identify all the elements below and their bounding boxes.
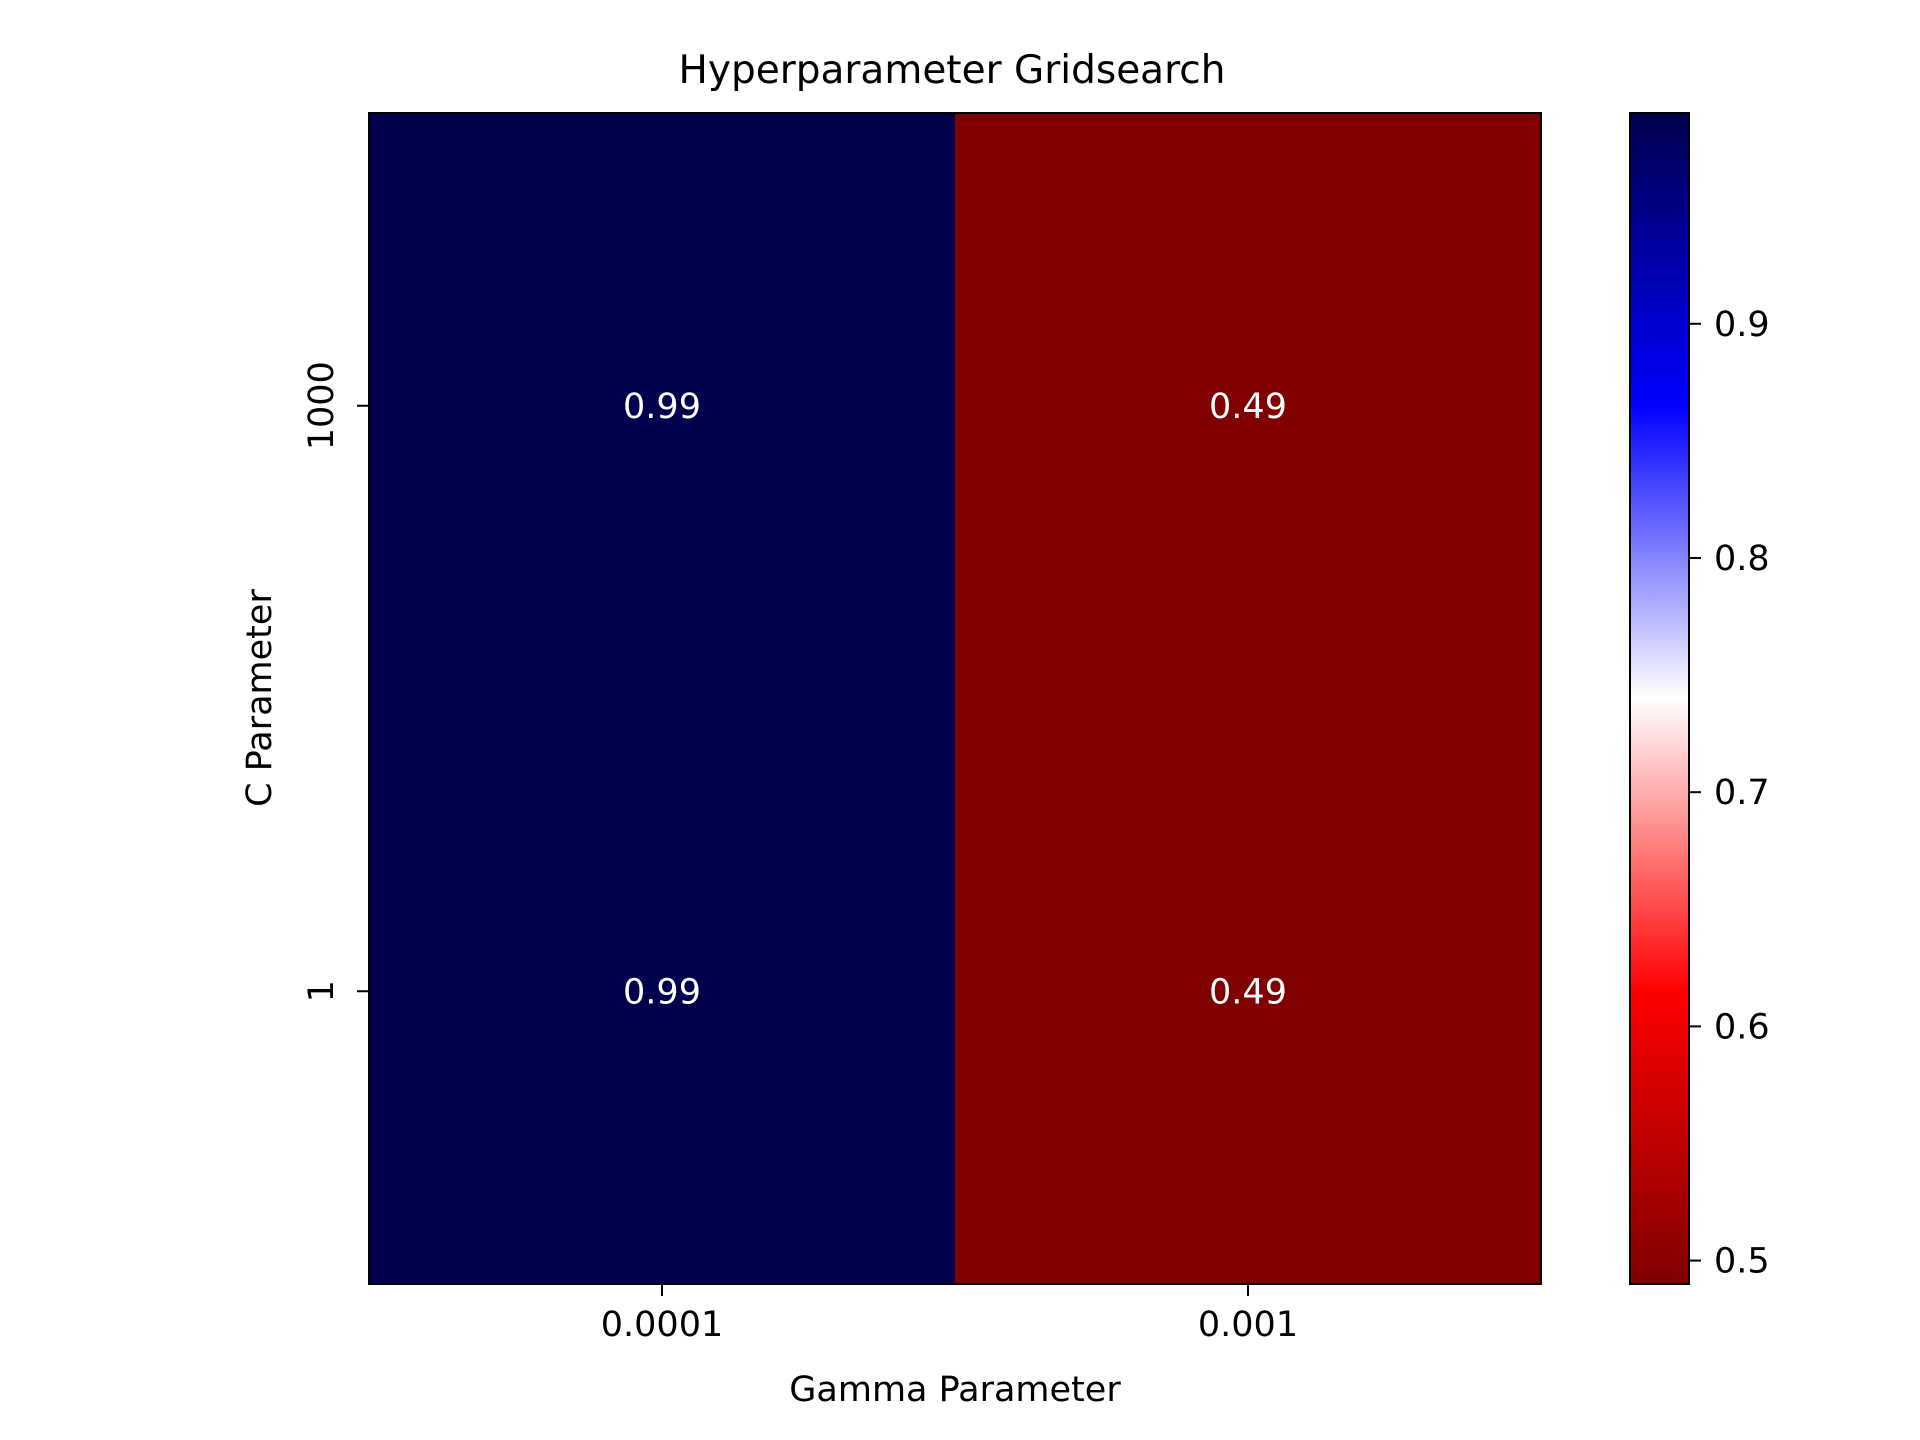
chart-title: Hyperparameter Gridsearch xyxy=(679,48,1226,93)
cell-value-label: 0.49 xyxy=(1209,972,1287,1012)
colorbar-tick-label: 0.7 xyxy=(1714,773,1770,813)
heatmap-cells: 0.99 0.49 0.99 0.49 xyxy=(369,113,1542,1285)
x-tick-label: 0.001 xyxy=(1198,1305,1298,1345)
heatmap-cell xyxy=(955,113,1542,699)
y-tick-label: 1000 xyxy=(302,361,342,450)
y-axis-label: C Parameter xyxy=(240,589,280,807)
cell-value-label: 0.99 xyxy=(623,972,701,1012)
x-tick-label: 0.0001 xyxy=(601,1305,723,1345)
colorbar-tick-label: 0.5 xyxy=(1714,1242,1770,1282)
x-axis-label: Gamma Parameter xyxy=(789,1370,1121,1410)
plot-frame xyxy=(368,112,1542,1285)
colorbar-tick-label: 0.8 xyxy=(1714,539,1770,579)
heatmap-cell xyxy=(369,113,956,699)
cell-value-label: 0.99 xyxy=(623,387,701,427)
colorbar-tick-label: 0.9 xyxy=(1714,305,1770,345)
heatmap-cell xyxy=(955,698,1542,1285)
y-tick-label: 1 xyxy=(302,980,342,1002)
colorbar-tick-label: 0.6 xyxy=(1714,1007,1770,1047)
heatmap-cell xyxy=(369,698,956,1285)
cell-value-label: 0.49 xyxy=(1209,387,1287,427)
x-axis-ticks: 0.0001 0.001 xyxy=(601,1284,1298,1345)
colorbar-ticks: 0.5 0.6 0.7 0.8 0.9 xyxy=(1689,305,1770,1282)
y-axis-ticks: 1000 1 xyxy=(302,361,369,1002)
colorbar xyxy=(1629,112,1690,1285)
